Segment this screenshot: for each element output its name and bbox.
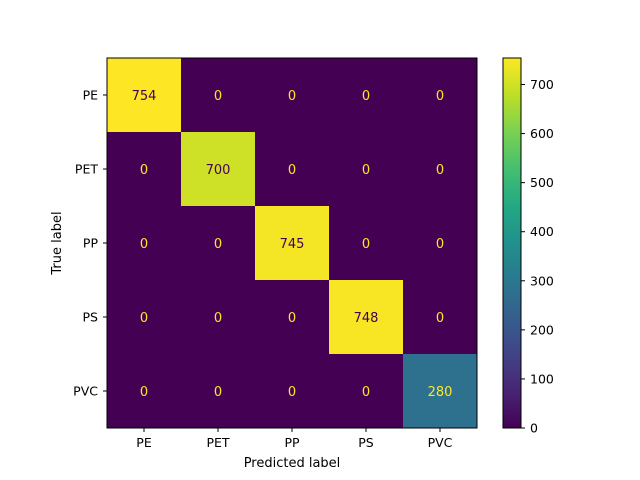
matrix-cell — [329, 206, 404, 281]
x-tick-label: PP — [284, 435, 300, 450]
matrix-cell — [403, 280, 478, 355]
matrix-cell — [403, 354, 478, 429]
matrix-cell — [255, 354, 330, 429]
cell-value-label: 0 — [288, 89, 296, 104]
matrix-cell — [329, 354, 404, 429]
colorbar-tick-label: 500 — [530, 175, 554, 190]
cell-value-label: 0 — [362, 385, 370, 400]
matrix-cell — [181, 132, 256, 207]
x-axis-ticks: PE PET PP PS PVC — [136, 428, 453, 450]
cell-value-label: 0 — [140, 311, 148, 326]
matrix-cell — [107, 354, 182, 429]
matrix-cell — [255, 132, 330, 207]
cell-value-label: 700 — [206, 163, 231, 178]
colorbar-ticks: 0 100 200 300 400 500 600 700 — [521, 77, 554, 436]
colorbar-tick-label: 600 — [530, 126, 554, 141]
cell-value-label: 0 — [214, 385, 222, 400]
matrix-cells — [107, 58, 478, 429]
matrix-cell — [403, 58, 478, 133]
matrix-cell — [329, 132, 404, 207]
y-axis-title: True label — [50, 211, 65, 275]
y-tick-label: PET — [75, 162, 98, 177]
matrix-cell — [181, 58, 256, 133]
y-tick-label: PE — [83, 88, 99, 103]
matrix-cell — [329, 58, 404, 133]
cell-value-label: 0 — [436, 163, 444, 178]
cell-value-label: 0 — [362, 237, 370, 252]
cell-value-label: 0 — [288, 385, 296, 400]
cell-value-label: 0 — [140, 237, 148, 252]
y-tick-label: PS — [83, 310, 99, 325]
matrix-cell — [107, 58, 182, 133]
cell-value-label: 280 — [428, 385, 453, 400]
colorbar-tick-label: 300 — [530, 273, 554, 288]
cell-value-label: 745 — [280, 237, 305, 252]
cell-value-label: 0 — [140, 385, 148, 400]
colorbar-tick-label: 200 — [530, 322, 554, 337]
matrix-cell — [181, 354, 256, 429]
matrix-cell-labels: 754 0 0 0 0 0 700 0 0 0 0 0 745 0 0 0 0 0 748 0 0 0 0 0 280 — [132, 89, 453, 400]
cell-value-label: 0 — [214, 89, 222, 104]
cell-value-label: 0 — [362, 89, 370, 104]
matrix-cell — [107, 132, 182, 207]
cell-value-label: 0 — [362, 163, 370, 178]
matrix-cell — [329, 280, 404, 355]
matrix-cell — [107, 206, 182, 281]
cell-value-label: 748 — [354, 311, 379, 326]
cell-value-label: 0 — [214, 311, 222, 326]
x-tick-label: PVC — [428, 435, 453, 450]
cell-value-label: 0 — [436, 237, 444, 252]
cell-value-label: 0 — [214, 237, 222, 252]
colorbar-tick-label: 100 — [530, 371, 554, 386]
x-tick-label: PS — [358, 435, 374, 450]
y-axis-ticks: PE PET PP PS PVC — [73, 88, 107, 399]
matrix-cell — [181, 206, 256, 281]
x-tick-label: PE — [136, 435, 152, 450]
matrix-cell — [403, 132, 478, 207]
matrix-cell — [403, 206, 478, 281]
colorbar-tick-label: 400 — [530, 224, 554, 239]
y-tick-label: PP — [83, 236, 99, 251]
colorbar-tick-label: 700 — [530, 77, 554, 92]
colorbar — [502, 57, 522, 429]
matrix-cell — [107, 280, 182, 355]
x-tick-label: PET — [206, 435, 229, 450]
cell-value-label: 754 — [132, 89, 157, 104]
x-axis-title: Predicted label — [244, 456, 341, 471]
matrix-cell — [255, 280, 330, 355]
matrix-cell — [255, 206, 330, 281]
cell-value-label: 0 — [436, 89, 444, 104]
cell-value-label: 0 — [140, 163, 148, 178]
matrix-cell — [181, 280, 256, 355]
cell-value-label: 0 — [288, 311, 296, 326]
y-tick-label: PVC — [73, 384, 98, 399]
cell-value-label: 0 — [288, 163, 296, 178]
cell-value-label: 0 — [436, 311, 444, 326]
matrix-cell — [255, 58, 330, 133]
colorbar-tick-label: 0 — [530, 421, 538, 436]
